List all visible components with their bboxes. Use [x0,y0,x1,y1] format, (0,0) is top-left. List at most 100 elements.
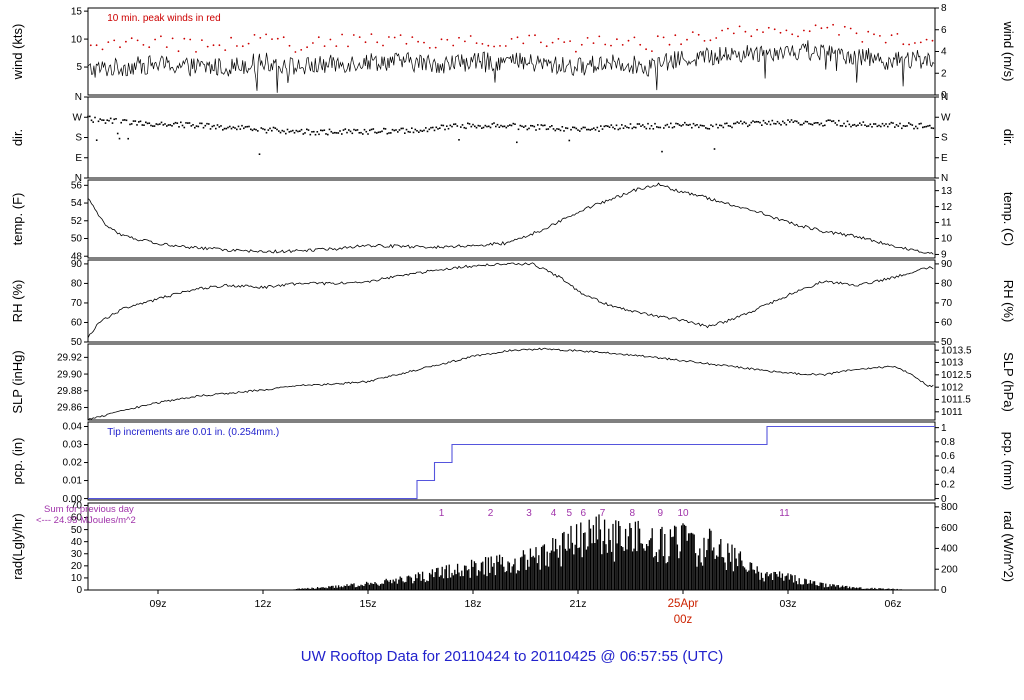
dir-dot [705,127,707,129]
dir-dot [593,127,595,129]
dir-dot [706,127,709,130]
dir-dot [334,131,336,134]
dir-dot [661,150,663,153]
ytick-left-rad: 40 [71,537,83,548]
dir-dot [360,131,362,134]
dir-dot [657,126,660,129]
dir-dot [166,125,168,127]
dir-dot [890,121,893,124]
ytick-right-wind: 4 [941,47,947,58]
dir-dot [762,119,765,122]
ytick-left-pcp: 0.00 [63,494,83,505]
dir-dot [446,125,448,127]
dir-dot [902,125,905,127]
dir-dot [286,128,289,131]
rad-sum-label: Sum for previous day [44,504,134,515]
dir-dot [426,130,429,133]
dir-dot [801,123,803,126]
dir-dot [598,130,600,132]
dir-dot [363,128,366,131]
wind-peak-dot [890,34,893,37]
dir-dot [771,119,774,122]
wind-peak-dot [580,43,583,46]
wind-peak-dot [843,25,846,28]
dir-dot [717,126,719,129]
wind-peak-dot [814,24,817,27]
ytick-right-rh: 90 [941,259,953,270]
dir-dot [643,126,646,128]
wind-peak-dot [931,39,934,42]
dir-dot [794,120,796,122]
wind-peak-dot [884,41,887,44]
wind-peak-dot [125,40,127,43]
dir-dot [208,123,210,125]
dir-dot [89,115,91,118]
wind-peak-dot [727,27,729,30]
wind-peak-dot [919,41,922,44]
dir-dot [517,128,520,131]
dir-dot [248,125,250,128]
ytick-left-pcp: 0.04 [63,422,83,433]
dir-dot [447,127,450,130]
dir-dot [379,131,382,133]
wind-peak-dot [148,46,151,49]
ytick-right-wind: 0 [941,90,947,101]
dir-dot [391,128,394,131]
dir-dot [173,122,175,125]
wind-peak-dot [393,36,396,39]
dir-dot [846,120,849,123]
ytick-right-temp: 12 [941,202,953,213]
dir-dot [167,124,170,126]
dir-dot [388,132,390,134]
ytick-left-wind: 15 [71,6,83,17]
dir-dot [498,126,501,128]
dir-dot [428,128,431,131]
dir-dot [180,121,182,124]
wind-peak-dot [569,40,571,42]
dir-dot [743,121,746,123]
dir-dot [223,127,226,130]
dir-dot [155,123,158,125]
rad-hour-marker: 7 [600,508,606,519]
dir-dot [253,128,256,130]
ytick-right-temp: 9 [941,250,947,261]
dir-dot [724,122,726,125]
wind-peak-dot [352,34,355,36]
dir-dot [713,148,716,150]
xtick-label: 25Apr [668,598,699,610]
dir-dot [376,132,378,134]
dir-dot [594,129,597,131]
rad-hour-marker: 2 [488,508,494,519]
dir-dot [479,125,481,127]
dir-dot [654,122,656,125]
wind-peak-dot [136,39,139,42]
dir-dot [663,127,665,129]
dir-dot [251,129,254,132]
dir-dot [932,127,935,130]
dir-dot [130,123,133,125]
wind-peak-dot [516,36,519,39]
wind-peak-dot [767,26,770,29]
dir-dot [908,122,910,124]
dir-dot [792,121,795,123]
wind-peak-dot [341,33,343,36]
dir-dot [538,128,541,130]
dir-dot [99,118,101,120]
dir-dot [102,119,105,121]
dir-dot [848,123,851,126]
dir-dot [769,123,772,126]
dir-dot [314,133,317,136]
wind-peak-dot [551,41,554,44]
ytick-right-temp: 11 [941,218,952,229]
xtick-label: 03z [780,598,797,610]
dir-dot [582,126,585,129]
dir-dot [477,124,480,127]
dir-dot [139,120,142,123]
wind-peak-dot [808,30,811,33]
dir-dot [109,117,112,120]
wind-peak-dot [323,45,326,47]
wind-peak-dot [908,43,910,46]
dir-dot [650,125,653,127]
ytick-left-wind: 5 [76,62,82,73]
